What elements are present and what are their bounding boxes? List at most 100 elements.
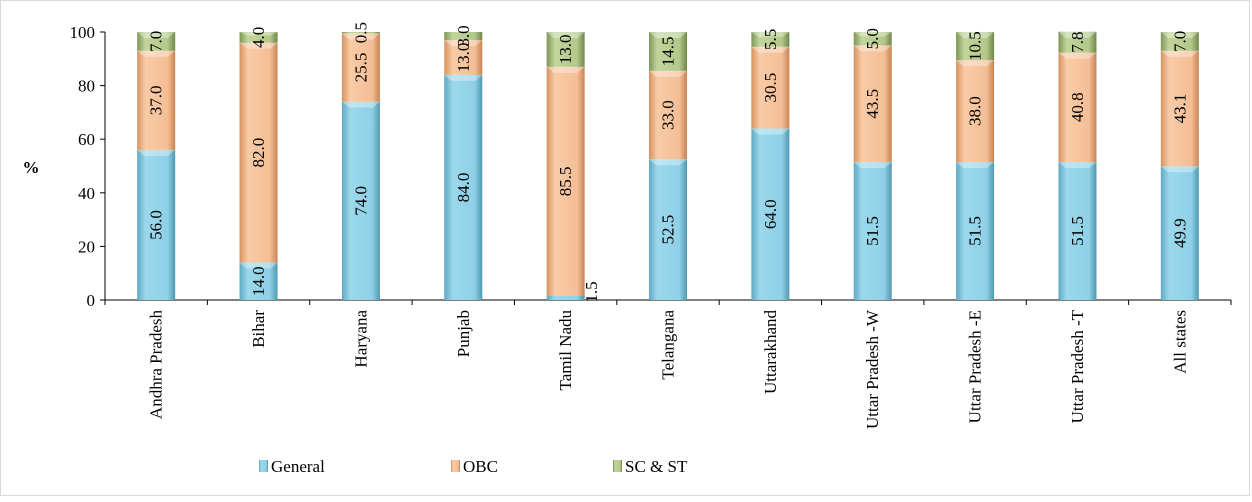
data-label-sc-st-haryana: 0.5 — [351, 22, 370, 43]
bar-body — [956, 161, 995, 300]
y-tick-label: 40 — [78, 184, 95, 203]
x-tick-label-andhra-pradesh: Andhra Pradesh — [147, 310, 166, 420]
bar-general-haryana — [341, 101, 380, 301]
bar-bevel — [444, 74, 483, 81]
x-tick-label-all-states: All states — [1170, 310, 1189, 374]
bar-body — [444, 40, 483, 75]
data-label-general-uttar-pradesh-w: 51.5 — [863, 216, 882, 246]
bar-body — [649, 70, 687, 160]
bar-bevel — [1058, 52, 1097, 59]
data-label-general-all-states: 49.9 — [1170, 218, 1189, 248]
data-label-obc-uttarakhand: 30.5 — [761, 73, 780, 103]
bar-bevel — [546, 66, 585, 73]
bar-sc-st-haryana — [341, 32, 380, 34]
bar-body — [751, 32, 790, 47]
x-tick-label-uttar-pradesh-e: Uttar Pradesh -E — [966, 310, 985, 423]
data-label-obc-all-states: 43.1 — [1170, 94, 1189, 124]
bar-obc-haryana — [341, 33, 380, 102]
bar-body — [649, 32, 687, 71]
bar-sc-st-telangana — [649, 32, 687, 71]
data-label-obc-uttar-pradesh-t: 40.8 — [1068, 92, 1087, 122]
x-tick-label-tamil-nadu: Tamil Nadu — [556, 310, 575, 391]
bar-bevel — [1160, 166, 1199, 173]
data-label-general-uttar-pradesh-e: 51.5 — [966, 216, 985, 246]
x-tick-label-uttarakhand: Uttarakhand — [761, 310, 780, 395]
bar-general-uttarakhand — [751, 128, 790, 300]
bar-body — [239, 32, 278, 43]
bar-body — [956, 32, 995, 61]
data-labels: 56.0 37.0 7.0 14.0 82.0 4.0 74.0 25.5 0.5 84.0 13.… — [147, 22, 1190, 303]
bar-sc-st-uttar-pradesh-e — [956, 32, 995, 61]
bar-general-uttar-pradesh-w — [853, 161, 892, 300]
bar-obc-uttarakhand — [751, 46, 790, 129]
x-tick-label-punjab: Punjab — [454, 310, 473, 357]
bar-general-uttar-pradesh-t — [1058, 161, 1097, 300]
bar-body — [1160, 32, 1199, 51]
data-label-general-telangana: 52.5 — [659, 215, 678, 245]
data-label-obc-haryana: 25.5 — [351, 53, 370, 83]
bar-body — [853, 161, 892, 300]
data-label-sc-st-andhra-pradesh: 7.0 — [147, 31, 166, 52]
data-label-sc-st-telangana: 14.5 — [659, 37, 678, 67]
x-tick-label-telangana: Telangana — [659, 310, 678, 380]
bar-bevel — [239, 262, 278, 269]
x-tick-label-uttar-pradesh-t: Uttar Pradesh -T — [1068, 309, 1087, 423]
bar-bevel — [649, 32, 687, 38]
bar-general-andhra-pradesh — [137, 149, 176, 300]
bar-obc-bihar — [239, 42, 278, 263]
legend-item-sc-st: SC & ST — [613, 457, 688, 476]
bar-body — [239, 42, 278, 263]
bar-bevel — [956, 32, 995, 38]
bar-sc-st-punjab — [444, 32, 483, 41]
y-tick-label: 60 — [78, 130, 95, 149]
bar-bevel — [444, 40, 483, 47]
bar-bevel — [751, 128, 790, 135]
y-tick-label: 80 — [78, 77, 95, 96]
bar-body — [956, 60, 995, 162]
bar-bevel — [341, 101, 380, 108]
bar-bevel — [751, 46, 790, 53]
bar-body — [546, 295, 585, 300]
bar-bevel — [1058, 161, 1097, 168]
data-label-general-punjab: 84.0 — [454, 173, 473, 203]
data-label-sc-st-uttar-pradesh-t: 7.8 — [1068, 32, 1087, 53]
bar-bevel — [1058, 31, 1097, 38]
bar-bevel — [853, 161, 892, 168]
bar-bevel — [137, 50, 176, 57]
bar-body — [853, 45, 892, 162]
bar-bevel — [751, 32, 790, 37]
bar-general-all-states — [1160, 166, 1199, 300]
bar-body — [1058, 52, 1097, 162]
y-tick-label: 20 — [78, 237, 95, 256]
data-label-sc-st-uttarakhand: 5.5 — [761, 29, 780, 50]
bar-bevel — [239, 32, 278, 36]
legend-swatch-general — [259, 460, 268, 472]
bar-bevel — [546, 32, 585, 38]
bar-sc-st-tamil-nadu — [546, 32, 585, 67]
data-label-general-uttar-pradesh-t: 51.5 — [1068, 216, 1087, 246]
legend-item-general: General — [259, 457, 325, 476]
x-tick-label-uttar-pradesh-w: Uttar Pradesh -W — [863, 309, 882, 429]
bar-body — [853, 32, 892, 46]
data-label-sc-st-punjab: 3.0 — [454, 25, 473, 46]
bar-obc-telangana — [649, 70, 687, 160]
bar-bevel — [137, 149, 176, 156]
data-label-obc-punjab: 13.0 — [454, 43, 473, 73]
bar-bevel — [341, 33, 380, 40]
bar-body — [751, 46, 790, 129]
x-tick-label-haryana: Haryana — [351, 310, 370, 368]
bar-obc-all-states — [1160, 50, 1199, 167]
data-label-general-haryana: 74.0 — [351, 186, 370, 216]
data-label-general-uttarakhand: 64.0 — [761, 199, 780, 229]
data-label-sc-st-bihar: 4.0 — [249, 27, 268, 48]
bar-sc-st-andhra-pradesh — [137, 32, 176, 51]
bar-obc-tamil-nadu — [546, 66, 585, 296]
data-label-general-bihar: 14.0 — [249, 266, 268, 296]
bar-body — [341, 33, 380, 102]
bar-bevel — [853, 45, 892, 52]
legend-swatch-obc — [451, 460, 460, 472]
bar-body — [341, 32, 380, 34]
bar-bevel — [649, 159, 687, 166]
